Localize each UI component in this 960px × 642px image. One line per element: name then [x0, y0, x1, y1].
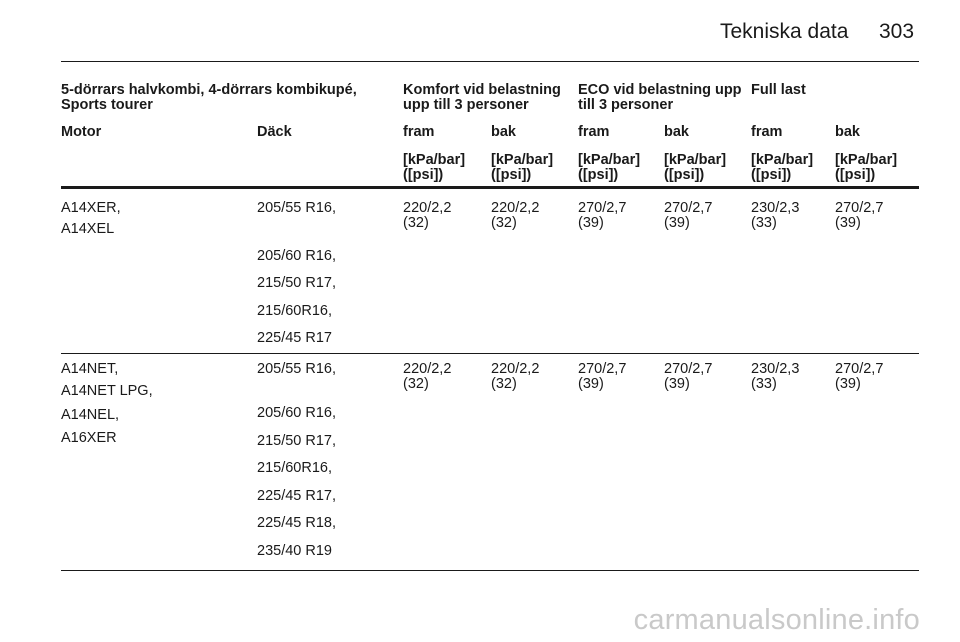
pressure-cell: 270/2,7 (39) [835, 201, 883, 231]
row-divider [61, 353, 919, 354]
tyre-cell: 215/60R16, [257, 303, 332, 319]
tyre-cell: 225/45 R17 [257, 330, 332, 346]
tyre-cell: 215/50 R17, [257, 433, 337, 449]
pressure-cell: 270/2,7 (39) [835, 362, 883, 392]
pressure-cell: 220/2,2 (32) [491, 201, 539, 231]
pressure-value: 230/2,3 [751, 200, 800, 216]
pressure-value: 270/2,7 [664, 361, 713, 377]
tyre-cell: 235/40 R19 [257, 543, 332, 559]
unit-label: [kPa/bar] ([psi]) [491, 152, 554, 183]
tyre-cell: 205/60 R16, [257, 405, 337, 421]
pressure-value: 270/2,7 [835, 361, 884, 377]
tyre-cell: 215/60R16, [257, 460, 332, 476]
pressure-psi: (39) [835, 215, 861, 231]
pressure-psi: (39) [664, 376, 690, 392]
unit-label: [kPa/bar] ([psi]) [751, 152, 814, 183]
engine-cell: A14XER, [61, 200, 121, 216]
page-title: Tekniska data [720, 20, 849, 43]
engine-cell: A14NET, [61, 361, 119, 377]
tyre-cell: 225/45 R17, [257, 488, 337, 504]
unit-label: [kPa/bar] ([psi]) [403, 152, 466, 183]
pressure-psi: (32) [403, 215, 429, 231]
tyre-cell: 205/55 R16, [257, 361, 337, 377]
group-header-comfort: Komfort vid belastning upp till 3 person… [403, 82, 561, 113]
pressure-value: 270/2,7 [578, 200, 627, 216]
group-header-full-load: Full last [751, 82, 806, 98]
pressure-cell: 220/2,2 (32) [403, 362, 451, 392]
column-label-motor: Motor [61, 124, 102, 140]
unit-label: [kPa/bar] ([psi]) [578, 152, 641, 183]
pressure-cell: 270/2,7 (39) [664, 201, 712, 231]
table-bottom-rule [61, 570, 919, 571]
pressure-value: 220/2,2 [491, 200, 540, 216]
pressure-value: 230/2,3 [751, 361, 800, 377]
pressure-value: 220/2,2 [403, 361, 452, 377]
table-header-rule [61, 186, 919, 189]
pressure-value: 270/2,7 [835, 200, 884, 216]
pressure-psi: (39) [664, 215, 690, 231]
pressure-value: 270/2,7 [578, 361, 627, 377]
group-header-eco: ECO vid belastning upp till 3 personer [578, 82, 742, 113]
pressure-value: 270/2,7 [664, 200, 713, 216]
pressure-cell: 270/2,7 (39) [578, 362, 626, 392]
pressure-psi: (33) [751, 215, 777, 231]
pressure-cell: 270/2,7 (39) [664, 362, 712, 392]
pressure-psi: (39) [578, 376, 604, 392]
pressure-psi: (32) [491, 215, 517, 231]
pressure-psi: (39) [578, 215, 604, 231]
column-label-full-rear: bak [835, 124, 860, 140]
pressure-psi: (32) [491, 376, 517, 392]
column-label-comfort-rear: bak [491, 124, 516, 140]
engine-cell: A14NEL, [61, 407, 120, 423]
engine-cell: A14NET LPG, [61, 383, 153, 399]
tyre-cell: 205/55 R16, [257, 200, 337, 216]
column-label-eco-rear: bak [664, 124, 689, 140]
column-label-full-front: fram [751, 124, 783, 140]
column-label-tyre: Däck [257, 124, 292, 140]
pressure-psi: (39) [835, 376, 861, 392]
pressure-cell: 230/2,3 (33) [751, 201, 799, 231]
page-number: 303 [879, 20, 915, 43]
pressure-value: 220/2,2 [403, 200, 452, 216]
tyre-cell: 205/60 R16, [257, 248, 337, 264]
pressure-value: 220/2,2 [491, 361, 540, 377]
pressure-cell: 220/2,2 (32) [491, 362, 539, 392]
engine-cell: A16XER [61, 430, 117, 446]
unit-label: [kPa/bar] ([psi]) [835, 152, 898, 183]
pressure-psi: (32) [403, 376, 429, 392]
pressure-cell: 220/2,2 (32) [403, 201, 451, 231]
watermark: carmanualsonline.info [633, 604, 920, 636]
column-label-eco-front: fram [578, 124, 610, 140]
tyre-cell: 215/50 R17, [257, 275, 337, 291]
group-header-vehicle: 5-dörrars halvkombi, 4-dörrars kombikupé… [61, 82, 357, 113]
pressure-cell: 230/2,3 (33) [751, 362, 799, 392]
pressure-psi: (33) [751, 376, 777, 392]
pressure-cell: 270/2,7 (39) [578, 201, 626, 231]
engine-cell: A14XEL [61, 221, 115, 237]
tyre-cell: 225/45 R18, [257, 515, 337, 531]
header-rule [61, 61, 919, 62]
column-label-comfort-front: fram [403, 124, 435, 140]
unit-label: [kPa/bar] ([psi]) [664, 152, 727, 183]
